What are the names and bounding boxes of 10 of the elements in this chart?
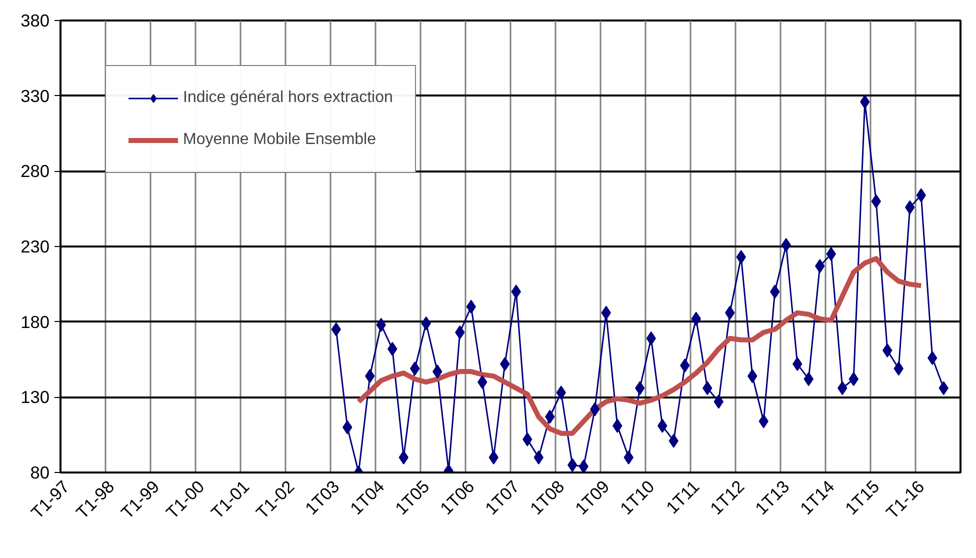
- y-tick-label: 330: [20, 86, 50, 106]
- y-tick-label: 380: [20, 10, 50, 30]
- point: [578, 459, 588, 472]
- y-tick-label: 130: [20, 387, 50, 408]
- y-tick-label: 80: [30, 462, 50, 482]
- y-tick-label: 180: [20, 312, 50, 332]
- y-tick-label: 230: [20, 236, 50, 256]
- legend-label: Moyenne Mobile Ensemble: [183, 131, 376, 149]
- y-tick-label: 280: [20, 161, 50, 182]
- legend-label: Indice général hors extraction: [183, 89, 393, 107]
